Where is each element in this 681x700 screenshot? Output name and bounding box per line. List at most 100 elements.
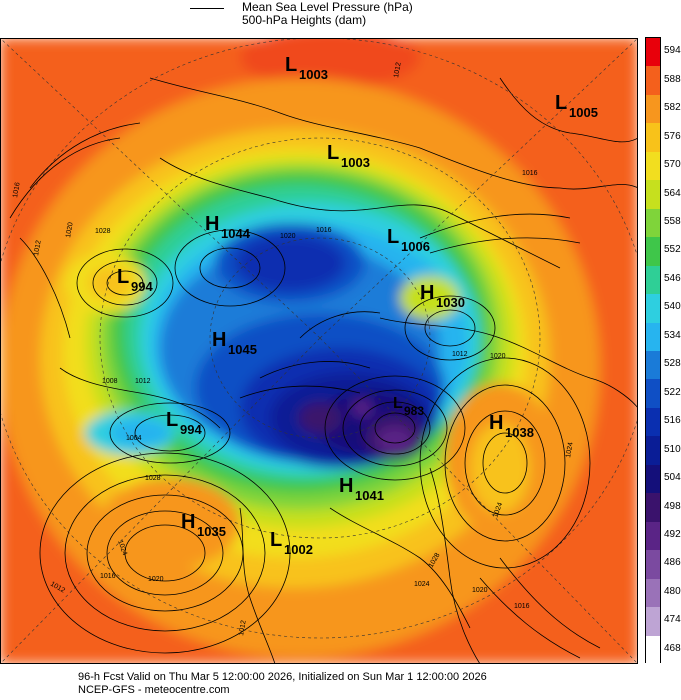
scale-label: 492: [664, 528, 681, 540]
scale-label: 546: [664, 272, 681, 284]
scale-label: 576: [664, 130, 681, 142]
isobar-label: 1016: [522, 170, 538, 177]
scale-swatch: [646, 521, 660, 551]
forecast-map: 1012 1016 1020 1008 1016 1012 1020 1024 …: [0, 38, 638, 664]
coastlines: [19, 77, 638, 664]
isobar-label: 1024: [414, 581, 430, 588]
isobar-label: 1008: [102, 378, 118, 385]
scale-label: 588: [664, 73, 681, 85]
pressure-centers: L 1003 L 1005 L 1003 H 1044 L 1006 L 994: [117, 54, 598, 557]
low-pressure-center: L 994: [166, 409, 202, 437]
low-pressure-center: L 1006: [387, 226, 430, 254]
svg-text:L: L: [166, 409, 178, 431]
svg-text:L: L: [393, 395, 403, 412]
svg-text:1003: 1003: [299, 67, 328, 82]
isobar-label: 1020: [65, 222, 75, 239]
scale-swatch: [646, 294, 660, 324]
low-pressure-center: L 1002: [270, 529, 313, 557]
scale-label: 552: [664, 244, 681, 256]
source-credit: NCEP-GFS - meteocentre.com: [78, 684, 230, 696]
svg-text:H: H: [205, 213, 219, 235]
isobar-label: 1012: [33, 240, 43, 257]
scale-swatch: [646, 94, 660, 124]
scale-label: 468: [664, 642, 681, 654]
scale-label: 540: [664, 301, 681, 313]
scale-label: 570: [664, 159, 681, 171]
low-pressure-center: L 1003: [285, 54, 328, 82]
svg-text:H: H: [212, 329, 226, 351]
legend-mslp-label: Mean Sea Level Pressure (hPa): [242, 0, 413, 14]
isobar-label: 1020: [472, 587, 488, 594]
isobar-label: 1012: [238, 620, 248, 637]
high-pressure-center: H 1044: [205, 213, 251, 241]
scale-label: 582: [664, 102, 681, 114]
forecast-valid-text: 96-h Fcst Valid on Thu Mar 5 12:00:00 20…: [78, 671, 487, 683]
scale-label: 510: [664, 443, 681, 455]
svg-text:L: L: [387, 226, 399, 248]
scale-swatch: [646, 237, 660, 267]
map-footer: 96-h Fcst Valid on Thu Mar 5 12:00:00 20…: [78, 671, 487, 697]
svg-text:H: H: [181, 511, 195, 533]
scale-label: 504: [664, 472, 681, 484]
scale-label: 594: [664, 45, 681, 57]
scale-label: 528: [664, 358, 681, 370]
scale-swatch: [646, 379, 660, 409]
scale-label: 522: [664, 386, 681, 398]
scale-swatch: [646, 66, 660, 96]
scale-label: 480: [664, 585, 681, 597]
scale-label: 474: [664, 614, 681, 626]
svg-text:1006: 1006: [401, 239, 430, 254]
svg-text:1044: 1044: [221, 226, 251, 241]
scale-swatch: [646, 436, 660, 466]
isobar-label: 1012: [135, 378, 151, 385]
height-scale-labels: 594 588 582 576 570 564 558 552 546 540 534 528 522 5…: [664, 37, 681, 663]
isobar-label: 1016: [514, 603, 530, 610]
scale-label: 498: [664, 500, 681, 512]
isobar-label: 1020: [148, 576, 164, 583]
scale-swatch: [646, 464, 660, 494]
svg-text:994: 994: [131, 279, 153, 294]
scale-swatch: [646, 493, 660, 523]
svg-text:994: 994: [180, 422, 202, 437]
high-pressure-center: H 1045: [212, 329, 257, 357]
low-pressure-center: L 1003: [327, 142, 370, 170]
low-pressure-center: L 1005: [555, 92, 598, 120]
svg-text:1003: 1003: [341, 155, 370, 170]
svg-text:L: L: [327, 142, 339, 164]
isobar-label: 1012: [452, 351, 468, 358]
isobar-label: 1016: [100, 573, 116, 580]
svg-text:H: H: [489, 412, 503, 434]
svg-text:H: H: [339, 475, 353, 497]
scale-swatch: [646, 151, 660, 181]
isobar-label: 1016: [316, 227, 332, 234]
svg-text:1005: 1005: [569, 105, 598, 120]
isobar-label: 1012: [393, 62, 403, 79]
isobar-label: 1024: [492, 502, 504, 519]
legend-line-sample: [190, 8, 224, 9]
svg-text:1030: 1030: [436, 295, 465, 310]
scale-swatch: [646, 123, 660, 153]
scale-swatch: [646, 38, 660, 67]
scale-swatch: [646, 607, 660, 637]
scale-label: 516: [664, 415, 681, 427]
scale-swatch: [646, 578, 660, 608]
scale-swatch: [646, 407, 660, 437]
isobar-label: 1004: [126, 435, 142, 442]
scale-swatch: [646, 322, 660, 352]
scale-swatch: [646, 180, 660, 210]
scale-label: 486: [664, 557, 681, 569]
scale-swatch: [646, 351, 660, 380]
scale-swatch: [646, 635, 660, 665]
svg-text:1038: 1038: [505, 425, 534, 440]
height-color-scale: [645, 37, 661, 665]
map-legend: Mean Sea Level Pressure (hPa) 500-hPa He…: [190, 0, 490, 34]
svg-text:L: L: [270, 529, 282, 551]
isobar-label: 1020: [490, 353, 506, 360]
svg-text:L: L: [555, 92, 567, 114]
legend-heights-label: 500-hPa Heights (dam): [242, 13, 367, 27]
isobar-label: 1016: [12, 182, 22, 199]
isobar-lines: [9, 122, 601, 659]
isobar-label: 1024: [116, 539, 128, 556]
height-shading: [0, 38, 638, 664]
scale-swatch: [646, 550, 660, 580]
